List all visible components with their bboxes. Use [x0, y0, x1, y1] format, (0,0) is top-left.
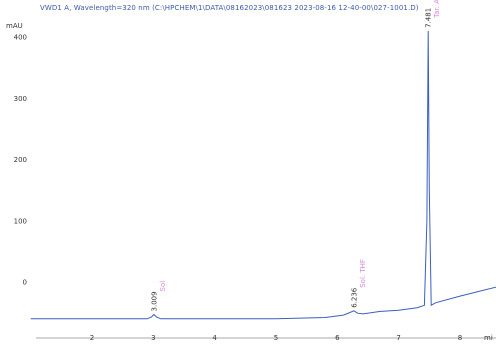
x-tick-label: 2: [90, 334, 94, 342]
peak-retention-time-label: 6.236: [350, 287, 358, 308]
y-tick-label: 300: [14, 95, 27, 103]
peak-retention-time-label: 3.009: [150, 291, 158, 311]
x-tick-label: 4: [212, 334, 217, 342]
peak-compound-label: Tar. A: [433, 0, 441, 19]
y-tick-label: 0: [23, 279, 27, 287]
peak-compound-label: Sol. THF: [359, 259, 367, 288]
x-axis-unit-label: mi: [484, 334, 493, 342]
y-tick-group: 0 100 200 300 400: [14, 34, 27, 287]
x-tick-label: 7: [396, 334, 400, 342]
peak-retention-time-label: 7.481: [425, 8, 433, 28]
x-tick-label: 3: [151, 334, 155, 342]
chart-header: VWD1 A, Wavelength=320 nm (C:\HPCHEM\1\D…: [40, 4, 419, 12]
y-tick-label: 400: [14, 34, 27, 42]
x-tick-label: 5: [274, 334, 278, 342]
x-tick-label: 8: [458, 334, 462, 342]
x-tick-label: 6: [335, 334, 340, 342]
y-tick-label: 100: [14, 217, 27, 225]
chromatogram-trace: [30, 30, 496, 320]
y-axis-unit-label: mAU: [6, 22, 23, 30]
peak-compound-label: Sol: [159, 281, 167, 292]
y-tick-label: 200: [14, 156, 27, 164]
x-tick-group: 2 3 4 5 6 7 8: [90, 334, 462, 342]
